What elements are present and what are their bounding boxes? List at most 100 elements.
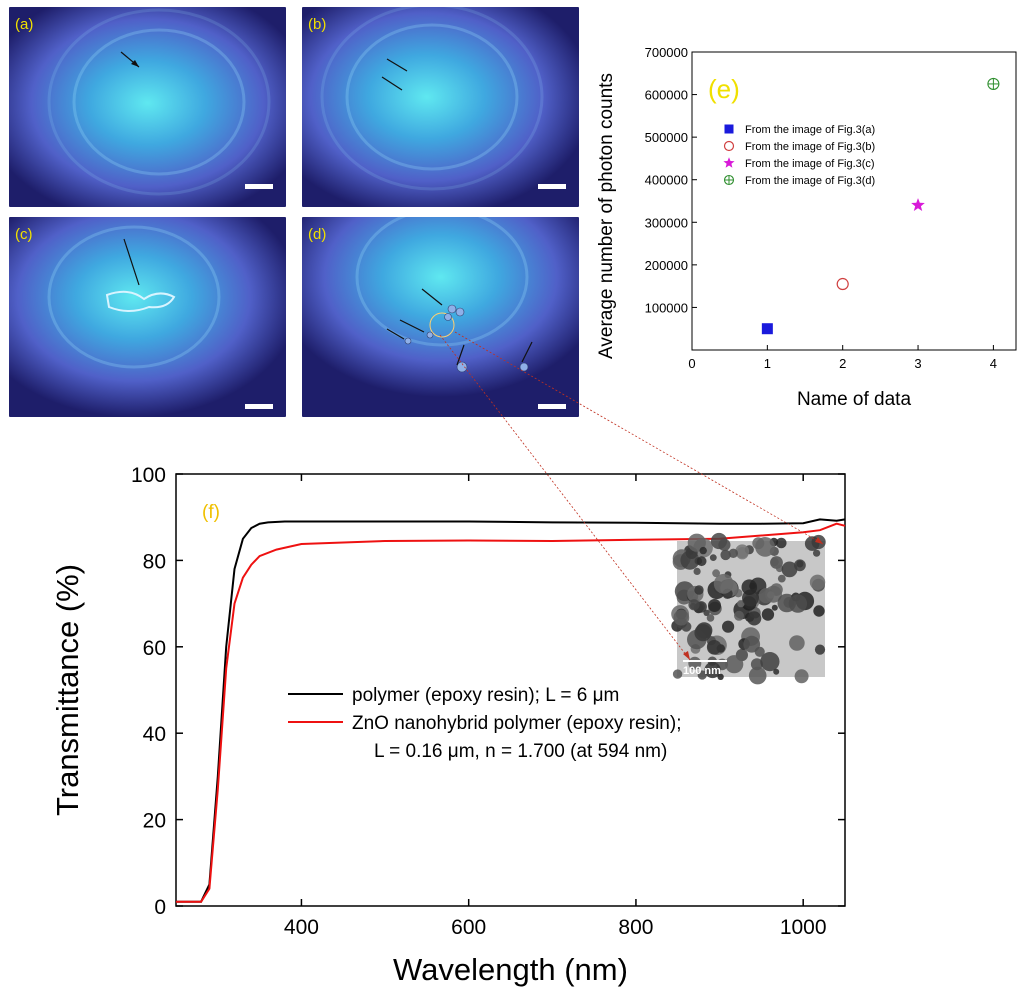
panel-label-b: (b)	[308, 16, 326, 33]
scale-bar-a	[245, 184, 273, 189]
line-chart-f: 400 600 800 1000 0 20 40 60 80 100 Wavelength (nm)…	[50, 464, 846, 987]
tem-particle	[809, 574, 826, 590]
x-tick-label: 1000	[780, 916, 827, 939]
micrograph-c: (c)	[9, 217, 286, 417]
connector-lines	[439, 331, 824, 661]
x-tick-label: 0	[688, 356, 695, 371]
tem-particle	[703, 609, 710, 616]
particle-cluster	[404, 304, 529, 373]
tem-particle	[697, 670, 707, 680]
panel-label-c: (c)	[15, 226, 33, 243]
data-point-series-2	[836, 277, 849, 291]
panel-label-d: (d)	[308, 226, 326, 243]
tem-particle	[761, 608, 775, 621]
y-tick-label: 40	[143, 723, 166, 746]
legend-label-2: From the image of Fig.3(b)	[745, 141, 875, 153]
arrow-b-2	[381, 76, 403, 91]
micrograph-d: (d)	[302, 217, 579, 417]
y-tick-label: 400000	[645, 173, 688, 188]
y-tick-label: 300000	[645, 215, 688, 230]
series-line-2	[176, 522, 846, 903]
crack-feature	[105, 290, 176, 312]
legend-marker-1	[724, 124, 734, 134]
panel-label-f: (f)	[202, 502, 220, 523]
x-tick-label: 400	[284, 916, 319, 939]
tem-particle	[767, 591, 775, 599]
x-axis-label: Name of data	[797, 389, 911, 410]
x-tick-label: 4	[990, 356, 997, 371]
tem-particle	[706, 640, 722, 655]
micrograph-a-image: (a)	[9, 7, 286, 207]
tem-particle	[720, 549, 731, 561]
tem-particle	[813, 605, 825, 617]
tem-particle	[781, 561, 798, 578]
tem-particle	[754, 646, 765, 657]
tem-scale-label: 100 nm	[683, 665, 721, 677]
connector-arrowhead-1	[815, 537, 823, 544]
tem-particle	[813, 549, 821, 557]
y-tick-label: 100000	[645, 300, 688, 315]
tem-particle	[814, 644, 826, 655]
panel-label-e: (e)	[708, 74, 740, 104]
tem-particle	[794, 669, 809, 684]
tem-particle	[694, 624, 712, 642]
y-axis-label: Average number of photon counts	[596, 73, 617, 359]
y-tick-label: 100	[131, 464, 166, 487]
arrow-b-1	[386, 58, 408, 72]
tem-particle	[709, 554, 717, 561]
y-tick-label: 200000	[645, 258, 688, 273]
x-tick-label: 2	[839, 356, 846, 371]
tem-particle	[747, 611, 762, 626]
y-tick-label: 80	[143, 550, 166, 573]
tem-particle	[722, 620, 735, 633]
plot-frame	[691, 51, 1017, 351]
data-point-series-4	[987, 77, 1000, 90]
y-tick-label: 500000	[645, 130, 688, 145]
tem-particle	[712, 569, 720, 578]
arrow-c	[123, 238, 140, 286]
x-tick-label: 1	[764, 356, 771, 371]
legend-label-2: ZnO nanohybrid polymer (epoxy resin); L =…	[352, 713, 681, 762]
tem-particle	[704, 661, 721, 679]
tem-particle	[741, 579, 758, 595]
y-tick-label: 0	[154, 896, 166, 919]
tem-particle	[771, 604, 778, 611]
y-tick-label: 20	[143, 810, 166, 833]
tem-particle	[696, 556, 707, 567]
connector-line-2	[439, 334, 691, 661]
tem-particle	[672, 669, 683, 679]
tem-particle	[706, 614, 715, 622]
tem-particle	[717, 673, 724, 680]
tem-particle	[755, 537, 775, 557]
tem-particle	[734, 589, 743, 598]
tem-particle	[687, 533, 706, 552]
highlight-circle	[429, 312, 455, 338]
tem-particle	[694, 585, 704, 595]
panel-label-a: (a)	[15, 16, 33, 33]
y-tick-label: 600000	[645, 88, 688, 103]
scale-bar-b	[538, 184, 566, 189]
plot-frame	[175, 473, 846, 907]
x-tick-label: 800	[618, 916, 653, 939]
legend-marker-3	[723, 157, 735, 168]
scale-bar-d	[538, 404, 566, 409]
tem-particle	[734, 610, 744, 621]
tem-particle	[735, 544, 750, 559]
x-tick-label: 600	[451, 916, 486, 939]
legend-label-4: From the image of Fig.3(d)	[745, 175, 875, 187]
series-line-1	[176, 518, 846, 903]
legend-label-1: polymer (epoxy resin); L = 6 μm	[352, 685, 619, 706]
tem-particle	[718, 538, 731, 552]
tem-particle	[770, 557, 779, 567]
scatter-chart-e: 0 1 2 3 4 100000 200000 300000 400000 500000 60000…	[596, 45, 1017, 410]
micrograph-a: (a)	[9, 7, 286, 207]
tem-particle	[737, 599, 745, 608]
scale-bar-c	[245, 404, 273, 409]
tem-particle	[728, 548, 738, 558]
y-axis-label: Transmittance (%)	[50, 564, 85, 816]
data-point-series-3	[911, 198, 925, 211]
tem-particle	[748, 666, 767, 685]
tem-particle	[788, 594, 808, 613]
tem-particle	[708, 599, 721, 612]
